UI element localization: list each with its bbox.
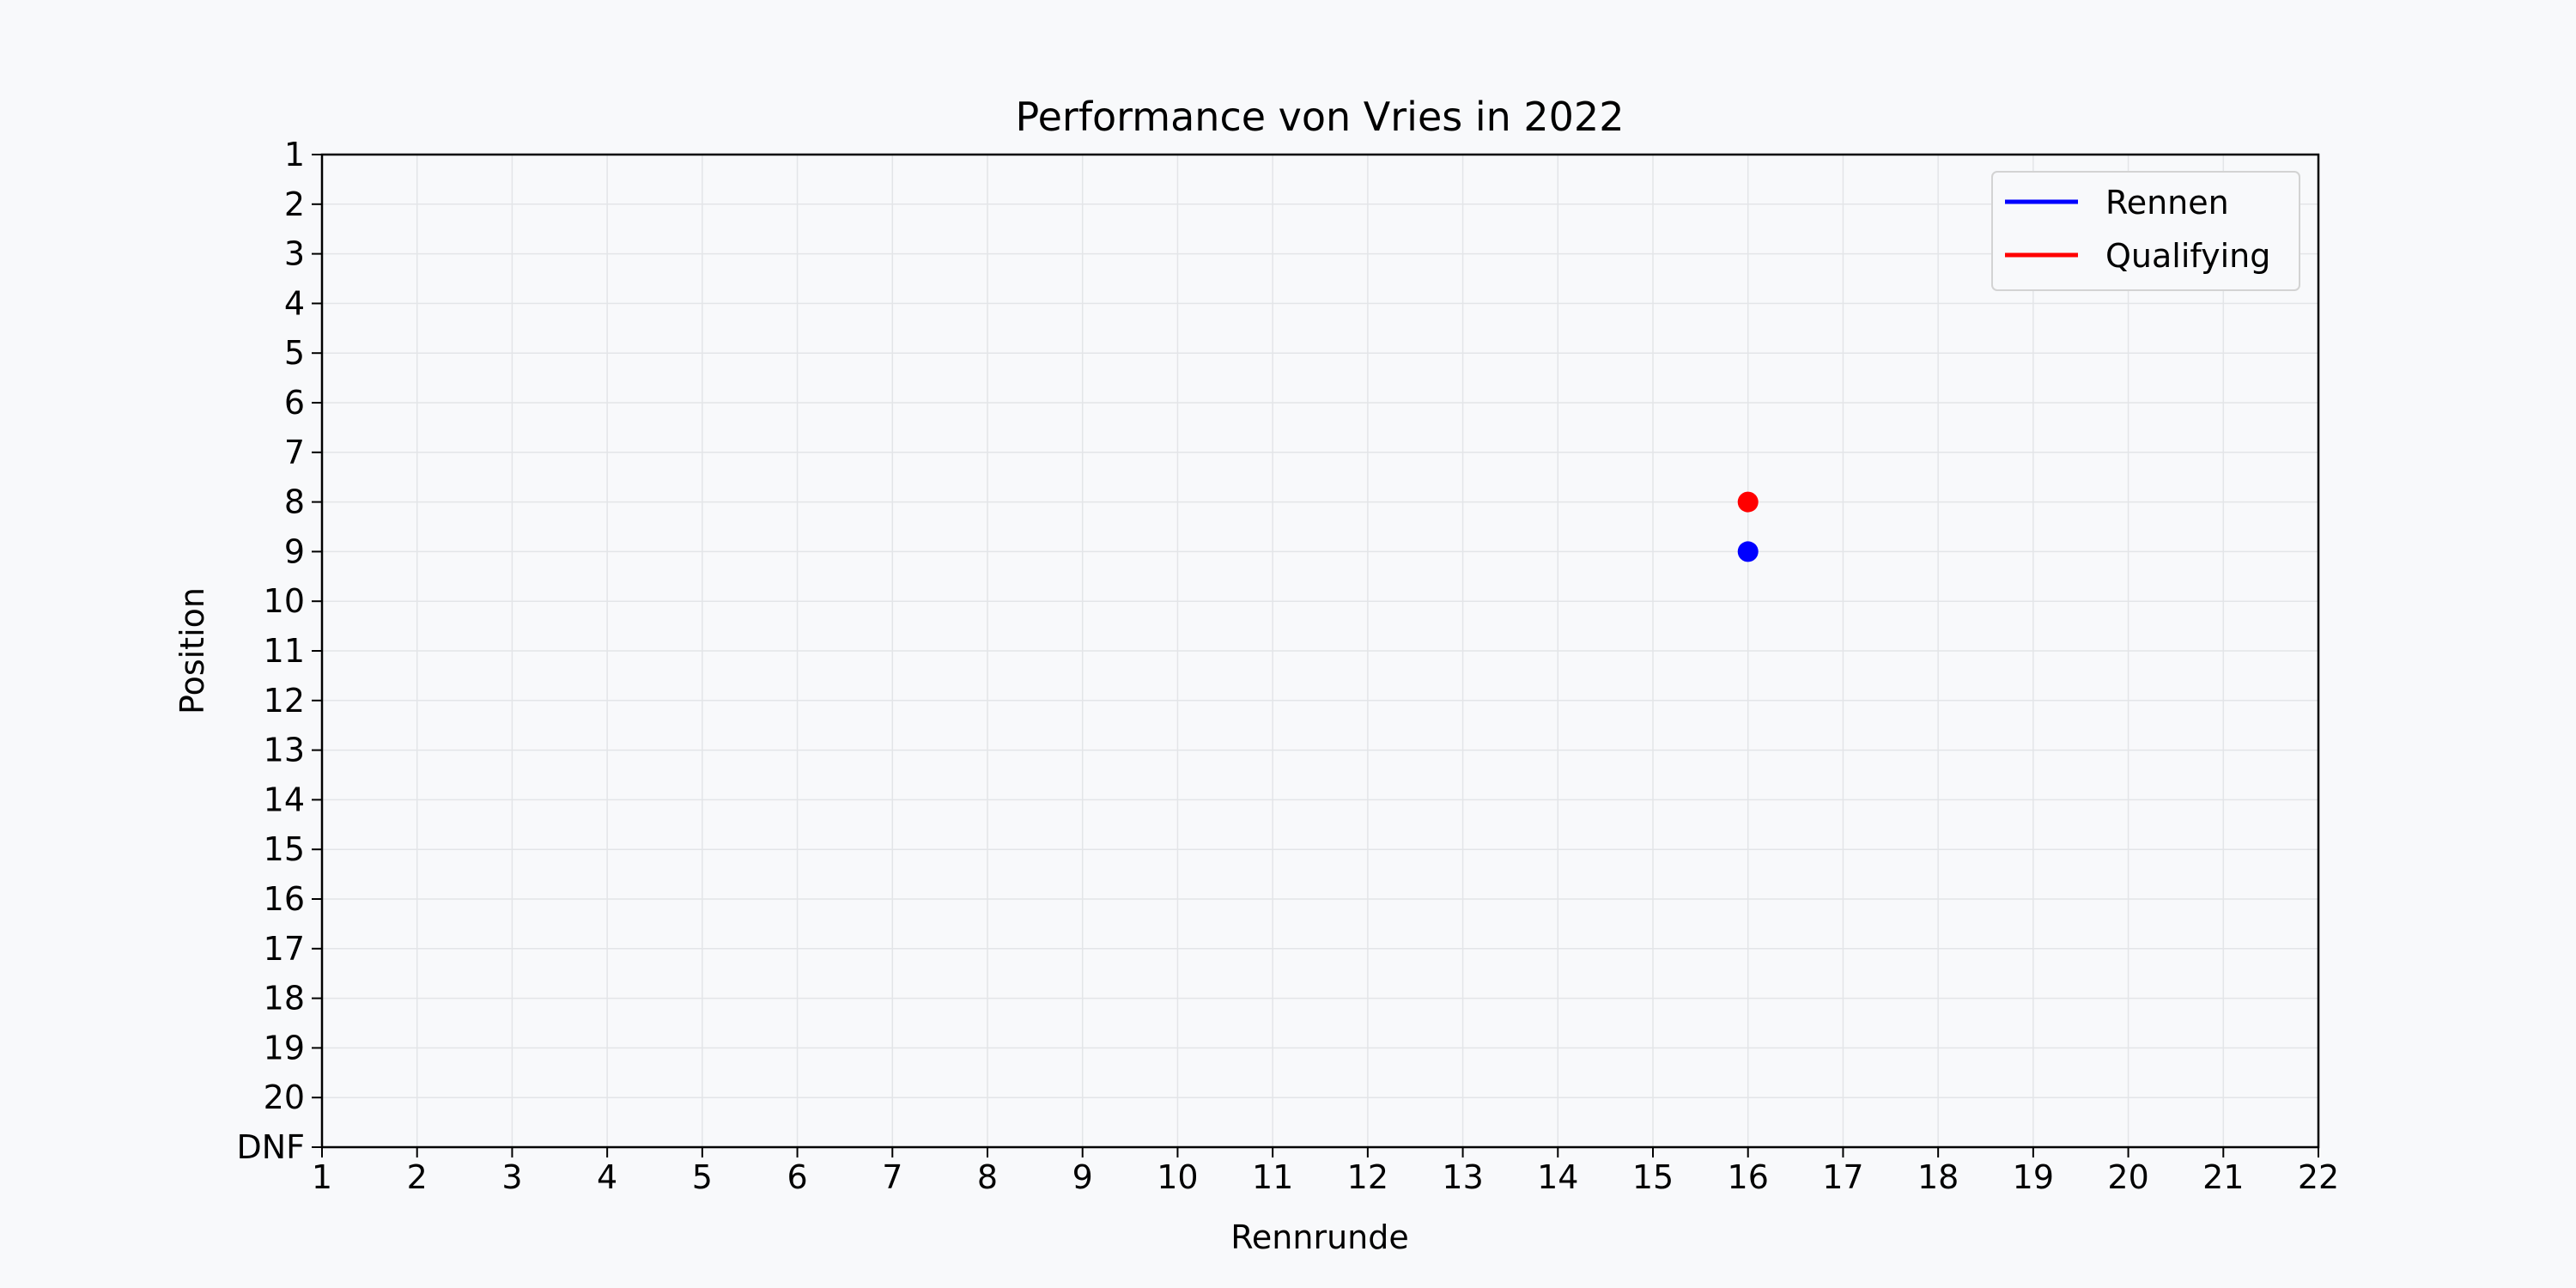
legend-rennen-label: Rennen [2105,184,2229,222]
y-axis-label: Position [173,587,211,714]
x-tick-label: 17 [1822,1158,1863,1196]
y-tick-label: 15 [264,830,305,868]
x-tick-label: 6 [787,1158,807,1196]
y-tick-label: 9 [284,532,305,570]
y-tick-label: 6 [284,384,305,422]
x-tick-label: 3 [501,1158,522,1196]
x-tick-label: 18 [1917,1158,1959,1196]
x-axis-ticks: 1 2 3 4 5 6 7 8 9 10 11 12 13 14 15 16 17 18 19 20 21 22 [312,1147,2339,1196]
x-tick-label: 5 [692,1158,713,1196]
y-tick-label: 19 [264,1029,305,1066]
point-rennen [1737,541,1759,562]
y-tick-label: 13 [264,732,305,769]
x-tick-label: 12 [1347,1158,1388,1196]
x-tick-label: 15 [1632,1158,1674,1196]
chart-title: Performance von Vries in 2022 [1016,94,1625,140]
x-tick-label: 2 [407,1158,428,1196]
y-tick-label: 3 [284,235,305,273]
legend-qualifying-label: Qualifying [2105,237,2270,275]
y-tick-label: 12 [264,682,305,720]
y-tick-label: 8 [284,483,305,521]
y-tick-label: 17 [264,930,305,968]
legend: Rennen Qualifying [1991,171,2300,291]
x-tick-label: 13 [1442,1158,1483,1196]
x-tick-label: 19 [2013,1158,2054,1196]
x-tick-label: 16 [1728,1158,1769,1196]
x-tick-label: 14 [1537,1158,1578,1196]
y-tick-label: 7 [284,434,305,471]
x-tick-label: 7 [882,1158,902,1196]
y-tick-label: 14 [264,781,305,818]
x-axis-label: Rennrunde [1230,1218,1409,1256]
x-tick-label: 4 [597,1158,617,1196]
x-tick-label: 1 [312,1158,332,1196]
x-tick-label: 20 [2107,1158,2148,1196]
x-tick-label: 11 [1252,1158,1293,1196]
x-tick-label: 9 [1072,1158,1093,1196]
grid [321,154,2319,1148]
y-tick-label: 4 [284,284,305,322]
y-tick-label: 2 [284,185,305,223]
data-points [1737,491,1759,562]
y-tick-label: 5 [284,334,305,372]
point-qualifying [1737,491,1759,513]
y-tick-label: DNF [236,1128,305,1166]
y-tick-label: 20 [264,1078,305,1116]
x-tick-label: 22 [2298,1158,2339,1196]
y-tick-label: 11 [264,632,305,670]
y-tick-label: 1 [284,136,305,173]
x-tick-label: 21 [2202,1158,2244,1196]
y-tick-label: 10 [264,582,305,620]
y-tick-label: 16 [264,880,305,918]
x-tick-label: 10 [1157,1158,1198,1196]
y-tick-label: 18 [264,980,305,1018]
x-tick-label: 8 [977,1158,998,1196]
